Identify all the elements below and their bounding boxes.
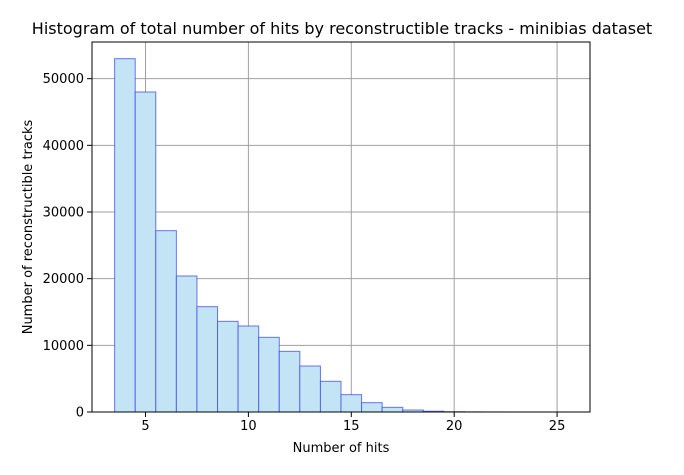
histogram-bar (299, 365, 321, 413)
histogram-bar (340, 394, 363, 413)
plot-frame (91, 41, 591, 413)
y-tick-label: 20000 (43, 272, 84, 287)
histogram-bar (237, 325, 260, 413)
ticks-layer: 5 10 15 20 25 0 10000 20000 30000 40000 50000 (43, 72, 566, 434)
x-tick-label: 10 (240, 419, 257, 434)
histogram-bar (175, 275, 198, 413)
histogram-bar (319, 380, 342, 413)
histogram-bar (155, 230, 177, 413)
y-axis-label: Number of reconstructible tracks (21, 119, 36, 334)
histogram-bar (134, 91, 157, 413)
histogram-bar (217, 320, 239, 413)
histogram-bar (361, 402, 383, 413)
x-tick-label: 20 (446, 419, 463, 434)
y-tick-label: 50000 (43, 72, 84, 87)
bars-layer (114, 58, 568, 413)
x-tick-label: 25 (549, 419, 566, 434)
histogram-bar (196, 306, 219, 413)
histogram-bar (114, 58, 136, 413)
histogram-bar (278, 350, 301, 413)
x-axis-label: Number of hits (293, 441, 390, 456)
y-tick-label: 30000 (43, 206, 84, 221)
histogram-bar (258, 336, 280, 413)
y-tick-label: 0 (76, 406, 84, 421)
x-tick-label: 5 (141, 419, 149, 434)
y-tick-label: 40000 (43, 139, 84, 154)
histogram-bar (381, 406, 404, 413)
chart-title: Histogram of total number of hits by rec… (32, 19, 652, 38)
y-tick-label: 10000 (43, 339, 84, 354)
x-tick-label: 15 (343, 419, 360, 434)
